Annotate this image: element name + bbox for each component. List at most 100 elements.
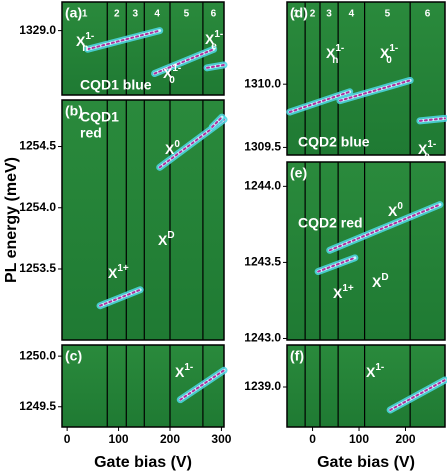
y-tick-label: 1239.0 [244,379,281,393]
y-tick-label: 1249.5 [19,399,56,413]
peak-label-base: X [205,31,215,47]
panel-label: (d) [290,5,308,21]
peak-label-sub: 0 [169,75,175,86]
x-tick-label: 300 [211,432,231,446]
y-tick-label: 1250.0 [19,348,56,362]
streak-peak [211,116,223,128]
peak-label-sup: D [167,230,174,241]
x-tick-label: 0 [309,432,316,446]
peak-label-sub: e [211,41,217,52]
x-tick-label: 100 [109,432,129,446]
panel-label: (f) [290,348,304,364]
y-tick-label: 1253.5 [19,261,56,275]
region-label: 6 [425,9,431,20]
peak-label-base: X [326,45,336,61]
peak-label: X1+ [108,263,129,281]
x-tick-label: 100 [349,432,369,446]
panel-background [61,344,225,428]
region-label: 4 [349,9,355,20]
peak-label-sup: 0 [397,201,403,212]
peak-label: XD [158,230,175,248]
streak-peak [288,90,351,114]
peak-label-sup: 0 [174,139,180,150]
peak-label: X1-e [418,139,436,162]
y-tick-label: 1243.5 [244,255,281,269]
peak-label: X1-0 [163,63,181,86]
peak-label-sub: 0 [386,55,392,66]
peak-label-base: X [418,141,428,157]
peak-label-base: X [380,45,390,61]
x-tick-label: 200 [395,432,415,446]
peak-label-base: X [108,265,118,281]
peak-label-sup: 1+ [117,263,129,274]
y-tick-label: 1244.0 [244,179,281,193]
x-axis-label: Gate bias (V) [317,454,415,471]
peak-label-sub: e [424,151,430,162]
panel-background [286,1,446,156]
peak-label: X0 [165,139,180,157]
streak-peak [328,203,441,252]
panel-background [286,344,446,428]
region-label: 2 [310,9,316,20]
y-tick-label: 1254.0 [19,200,56,214]
panel-label: (b) [65,103,83,119]
peak-label: X1-e [205,29,223,52]
peak-label-sup: 1- [214,29,223,40]
peak-label-base: X [333,285,343,301]
peak-label-sup: 1- [184,362,193,373]
streak-peak [86,29,161,51]
region-label: 6 [211,9,217,20]
streak-peak [99,288,142,307]
peak-label-base: X [372,274,382,290]
peak-label: X1- [175,362,193,380]
peak-label: X0 [388,201,403,219]
y-tick-label: 1310.0 [244,76,281,90]
y-tick-label: 1254.5 [19,139,56,153]
peak-label-sub: h [82,43,88,54]
peak-label: X1-h [76,31,94,54]
region-label: 2 [114,9,120,20]
region-label: 5 [184,9,190,20]
sample-name: CQD2 red [298,215,363,231]
peak-label-base: X [76,33,86,49]
streak-peak [153,48,215,75]
y-tick-label: 1309.5 [244,140,281,154]
peak-label-sup: 1- [172,63,181,74]
peak-label: XD [372,272,389,290]
peak-label-base: X [388,203,398,219]
peak-label-sub: h [332,55,338,66]
streak-peak [389,379,446,411]
x-tick-label: 200 [160,432,180,446]
peak-label-sup: 1- [85,31,94,42]
peak-label-sup: 1- [375,362,384,373]
streak-peak [179,369,225,401]
sample-name: CQD2 blue [298,134,370,150]
peak-label-sup: 1- [389,43,398,54]
y-axis-label: PL energy (meV) [3,157,20,283]
region-label: 3 [326,9,332,20]
region-label: 5 [385,9,391,20]
peak-label: X1-h [326,43,344,66]
sample-name: red [80,125,102,141]
peak-label: X1- [366,362,384,380]
streak-peak [338,79,412,102]
peak-label-sup: 1+ [342,283,354,294]
sample-name: CQD1 blue [80,77,152,93]
panel-background [286,161,446,341]
x-axis-label: Gate bias (V) [94,454,192,471]
panel-label: (e) [290,165,307,181]
region-label: 3 [133,9,139,20]
streak-peak [418,117,446,122]
peak-label-base: X [366,364,376,380]
peak-label-sup: 1- [335,43,344,54]
region-label: 1 [293,9,299,20]
peak-label-sup: 1- [427,139,436,150]
y-tick-label: 1243.0 [244,331,281,345]
streak-peak [317,256,356,273]
peak-label-base: X [175,364,185,380]
peak-label: X1+ [333,283,354,301]
streak-peak [206,63,225,69]
region-label: 1 [82,9,88,20]
x-tick-label: 0 [64,432,71,446]
